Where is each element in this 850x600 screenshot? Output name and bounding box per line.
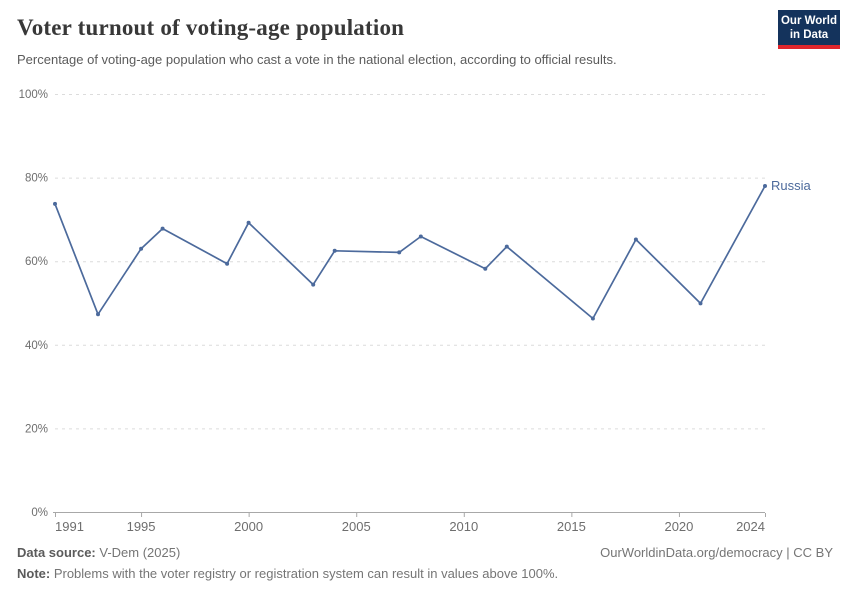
owid-logo-line2: in Data [789, 29, 829, 41]
data-point[interactable] [590, 316, 595, 321]
series-end-label: Russia [771, 178, 812, 193]
data-point[interactable] [53, 201, 57, 206]
y-tick-label: 40% [25, 340, 48, 352]
x-tick-label: 2020 [664, 519, 693, 534]
line-chart: 0% 20% 40% 60% 80% 100% 1991 1995 2000 2005 2010 20… [19, 89, 812, 534]
data-point[interactable] [633, 237, 638, 242]
y-tick-label: 20% [25, 423, 48, 435]
datasource-text: Data source: V-Dem (2025) [17, 545, 180, 560]
x-tick-label: 1995 [127, 519, 156, 534]
x-tick-label: 2010 [449, 519, 478, 534]
data-point[interactable] [160, 226, 165, 231]
data-point[interactable] [698, 301, 703, 306]
x-tick-label: 1991 [55, 519, 84, 534]
data-point[interactable] [311, 282, 316, 287]
y-tick-label: 0% [31, 507, 48, 519]
owid-logo-line1: Our World [780, 15, 837, 27]
data-point[interactable] [483, 266, 488, 271]
page-title: Voter turnout of voting-age population [17, 15, 405, 40]
series-line-russia[interactable] [54, 185, 766, 320]
footer-row-note: Note: Problems with the voter registry o… [17, 566, 833, 581]
data-point[interactable] [504, 244, 509, 249]
data-point[interactable] [397, 250, 402, 255]
owid-logo[interactable]: Our World in Data [778, 10, 840, 49]
data-point[interactable] [418, 234, 423, 239]
x-tick-label: 2024 [736, 519, 765, 534]
y-tick-label: 100% [19, 89, 48, 101]
note-value: Problems with the voter registry or regi… [50, 566, 559, 581]
chart-footer: Data source: V-Dem (2025) OurWorldinData… [17, 545, 833, 581]
data-point[interactable] [246, 220, 251, 225]
data-point[interactable] [763, 184, 767, 188]
owid-license-link[interactable]: OurWorldinData.org/democracy | CC BY [600, 545, 833, 560]
datasource-label: Data source: [17, 545, 96, 560]
footer-row-datasource: Data source: V-Dem (2025) OurWorldinData… [17, 545, 833, 560]
note-label: Note: [17, 566, 51, 581]
data-point[interactable] [225, 261, 230, 266]
data-point[interactable] [332, 248, 337, 253]
y-tick-label: 60% [25, 256, 48, 268]
datasource-value: V-Dem (2025) [95, 545, 181, 560]
data-point[interactable] [139, 246, 144, 251]
x-tick-label: 2015 [557, 519, 586, 534]
x-tick-label: 2005 [342, 519, 371, 534]
chart-subtitle: Percentage of voting-age population who … [17, 52, 617, 67]
x-tick-label: 2000 [234, 519, 263, 534]
y-tick-label: 80% [25, 173, 48, 185]
data-point[interactable] [96, 312, 100, 317]
